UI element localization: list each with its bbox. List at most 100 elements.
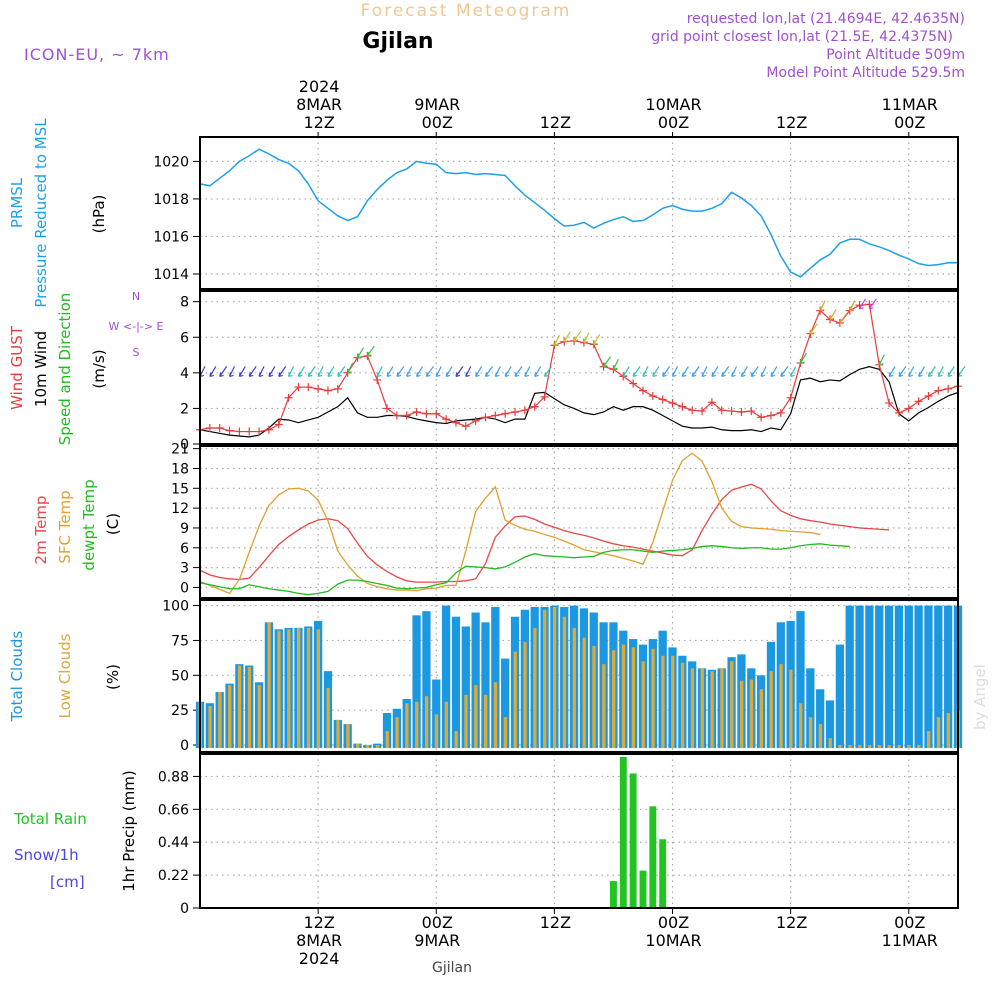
wind-direction-arrow [878, 354, 885, 366]
time-top-label: 12Z [776, 113, 807, 132]
pressure-panel: 1014 1016 1018 1020 [153, 154, 199, 283]
wind-direction-arrow [573, 330, 582, 342]
wind-direction-arrow [740, 366, 748, 377]
wind-gust-marker [383, 404, 392, 413]
compass-north: N [132, 290, 140, 303]
time-bottom-label: 9MAR [414, 931, 460, 950]
low-clouds-bar [710, 671, 714, 749]
total-clouds-bar [894, 605, 904, 749]
total-clouds-bar [441, 605, 451, 749]
temperature-ytick-label: 18 [171, 461, 189, 477]
low-clouds-bar [887, 745, 891, 749]
snow-unit: [cm] [50, 873, 85, 891]
low-clouds-bar [848, 745, 852, 749]
low-clouds-bar [493, 682, 498, 749]
total-clouds-label: Total Clouds [8, 631, 26, 723]
point-altitude: Point Altitude 509m [826, 47, 965, 63]
wind-direction-arrow [534, 366, 542, 377]
wind-direction-arrow [219, 366, 228, 377]
wind-gust-marker [442, 415, 451, 424]
low-clouds-bar [237, 665, 242, 749]
wind-gust-marker [511, 407, 520, 416]
wind-direction-arrow [671, 366, 679, 377]
wind-gust-marker [412, 407, 421, 416]
low-clouds-bar [631, 647, 636, 749]
low-clouds-bar [375, 745, 380, 749]
wind-direction-arrow [553, 334, 560, 346]
low-clouds-bar [415, 701, 419, 749]
time-bottom-label: 12Z [303, 913, 334, 932]
wind-direction-arrow [652, 366, 660, 377]
low-clouds-bar [533, 627, 537, 749]
wind-direction-arrow [603, 356, 612, 368]
low-clouds-bar [936, 717, 941, 749]
wind-gust-marker [894, 408, 903, 417]
time-bottom-label: 00Z [658, 913, 689, 932]
wind-gust-marker [638, 386, 647, 395]
low-clouds-bar [503, 717, 508, 749]
wind-gust-marker [451, 418, 460, 427]
wind-gust-marker [274, 420, 283, 429]
pressure-ytick-label: 1016 [153, 229, 189, 245]
wind-direction-arrow [790, 366, 797, 377]
wind-gust-marker [845, 306, 854, 315]
temperature-ytick-label: 6 [180, 541, 189, 557]
wind-direction-arrow [465, 366, 472, 377]
wind-speed-line [199, 365, 959, 438]
wind-gust-marker [747, 407, 756, 416]
wind-ytick-label: 0 [180, 437, 189, 453]
wind-direction-arrow [612, 359, 619, 370]
wind-gust-marker [530, 402, 539, 411]
wind-direction-arrow [396, 366, 405, 377]
wind-gust-marker [648, 391, 657, 400]
total-clouds-bar [481, 622, 490, 749]
wind-gust-marker [924, 391, 933, 400]
low-clouds-bar [592, 646, 596, 749]
wind-gust-marker [914, 397, 923, 406]
total-clouds-bar [432, 679, 441, 749]
wind-direction-arrow [406, 366, 413, 377]
wind-direction-arrow [307, 366, 316, 377]
low-clouds-bar [867, 745, 872, 749]
total-clouds-bar [806, 668, 815, 749]
precip-ytick-label: 0.66 [158, 802, 189, 818]
low-clouds-bar [700, 668, 704, 749]
time-top-label: 11MAR [882, 95, 938, 114]
low-clouds-bar [424, 696, 429, 749]
wind-gust-marker [284, 393, 293, 402]
wind-gust-marker [757, 413, 766, 422]
low-clouds-bar [395, 717, 399, 749]
clouds-frame [199, 599, 959, 753]
wind-direction-arrow [868, 298, 877, 310]
low-clouds-bar [208, 705, 212, 749]
low-clouds-bar [277, 630, 281, 749]
wind-gust-marker [373, 375, 382, 384]
total-rain-label: Total Rain [13, 810, 87, 828]
wind-direction-arrow [386, 366, 394, 377]
wind-direction-arrow [248, 366, 257, 377]
total-clouds-bar [461, 626, 470, 749]
time-bottom-label: 00Z [422, 913, 453, 932]
wind-label: 10m Wind [32, 331, 50, 407]
low-clouds-bar [346, 724, 350, 749]
wind-direction-arrow [543, 366, 553, 377]
wind-gust-marker [678, 402, 687, 411]
wind-direction-arrow [927, 366, 936, 377]
wind-gust-marker [314, 384, 323, 393]
wind-unit: (m/s) [90, 349, 108, 388]
total-clouds-bar [796, 611, 805, 749]
time-bottom-label: 12Z [776, 913, 807, 932]
snow-label: Snow/1h [14, 846, 79, 864]
wind-gust-marker [294, 383, 303, 392]
wind-direction-arrow [327, 366, 335, 377]
wind-direction-arrow [593, 334, 601, 345]
wind-gust-marker [540, 392, 549, 401]
precip-ytick-label: 0 [180, 901, 189, 917]
wind-gust-marker [766, 411, 775, 420]
compass-west-east: W <-|-> E [109, 320, 164, 333]
low-clouds-bar [828, 738, 832, 749]
time-bottom-label: 11MAR [882, 931, 938, 950]
panels: 1014101610181020024680369121518210255075… [153, 136, 966, 917]
wind-direction-arrow [563, 331, 571, 343]
time-top-label: 00Z [658, 113, 689, 132]
